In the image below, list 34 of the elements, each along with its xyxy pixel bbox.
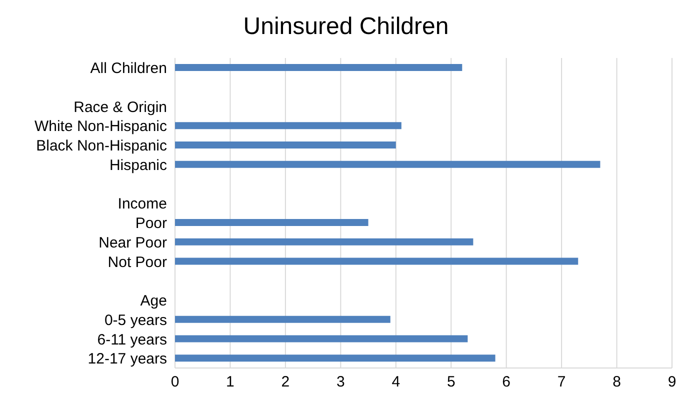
bar [175,64,462,71]
y-tick-label: 0-5 years [104,312,167,329]
bar [175,316,390,323]
bar [175,142,396,148]
y-tick-label: Poor [135,215,167,232]
x-tick-label: 8 [612,374,621,391]
x-tick-label: 5 [446,374,456,391]
x-tick-label: 9 [668,374,676,391]
y-tick-label: Age [140,292,167,310]
y-tick-label: Race & Origin [74,98,167,116]
y-tick-label: 12-17 years [88,350,167,368]
bar [175,335,468,342]
x-tick-label: 1 [226,374,234,391]
chart-title: Uninsured Children [242,12,450,42]
bar [175,160,600,168]
y-tick-label: Not Poor [108,254,167,271]
bar [175,122,402,130]
bar [175,354,496,362]
x-tick-label: 0 [170,374,180,391]
x-tick-label: 4 [392,374,400,391]
bar [175,258,578,265]
x-tick-label: 3 [336,374,345,391]
y-tick-label: Black Non-Hispanic [36,138,168,155]
y-tick-label: White Non-Hispanic [34,118,168,136]
y-tick-label: All Children [90,60,167,78]
x-tick-label: 7 [557,374,566,391]
y-tick-label: Near Poor [98,234,167,252]
y-tick-label: Income [118,196,167,213]
bar [175,219,368,226]
y-tick-label: Hispanic [109,156,168,174]
x-tick-label: 6 [502,374,511,391]
bar [175,238,474,246]
y-tick-label: 6-11 years [97,331,167,348]
x-tick-label: 2 [281,374,290,391]
